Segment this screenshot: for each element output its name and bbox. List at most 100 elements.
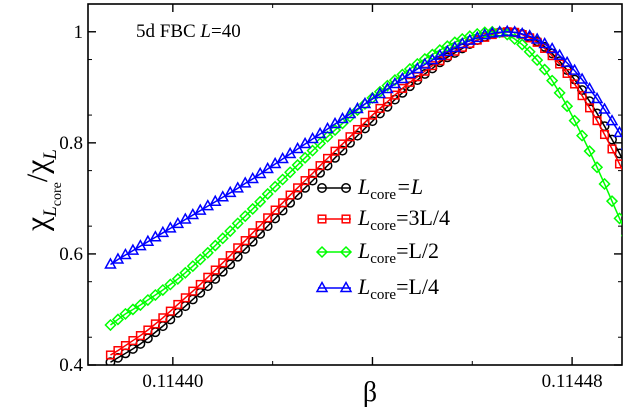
- legend-marker: [315, 280, 329, 293]
- data-point: [164, 278, 177, 291]
- data-point: [375, 103, 385, 113]
- legend-entry-2: Lcore=3L/4: [317, 205, 450, 234]
- data-point: [575, 72, 589, 84]
- data-point: [337, 139, 348, 149]
- data-point: [397, 83, 407, 93]
- y-tick-label-1: 0.4: [59, 355, 83, 376]
- data-point: [598, 102, 611, 114]
- data-point: [186, 260, 199, 273]
- data-point: [613, 212, 622, 225]
- data-point: [538, 36, 551, 49]
- data-point: [278, 198, 288, 208]
- data-point: [560, 55, 574, 68]
- legend: Lcore=L Lcore=3L/4 Lcore=L/2 Lcore=L/4: [315, 174, 450, 303]
- data-point: [568, 114, 581, 127]
- data-point: [269, 180, 282, 193]
- data-point: [463, 33, 477, 45]
- data-point: [531, 54, 544, 67]
- legend-label-2: Lcore=3L/4: [357, 205, 450, 234]
- data-point: [308, 168, 318, 178]
- data-point: [583, 81, 596, 94]
- legend-marker: [339, 245, 353, 259]
- data-point: [605, 195, 619, 208]
- data-point: [553, 48, 566, 60]
- data-point: [231, 217, 244, 230]
- data-point: [568, 63, 581, 75]
- data-point: [284, 166, 297, 179]
- data-point: [493, 25, 507, 37]
- data-point: [156, 283, 169, 297]
- legend-entry-4: Lcore=L/4: [315, 274, 439, 303]
- data-point: [299, 151, 312, 164]
- data-point: [120, 341, 130, 351]
- data-point: [210, 265, 220, 275]
- data-point: [224, 225, 237, 238]
- data-point: [270, 205, 280, 215]
- data-point: [605, 114, 619, 126]
- data-point: [201, 246, 214, 259]
- data-point: [570, 79, 580, 89]
- legend-symbol-3: [315, 245, 353, 259]
- data-point: [381, 79, 394, 92]
- data-point: [276, 173, 289, 186]
- legend-marker: [317, 183, 327, 193]
- data-point: [545, 41, 559, 54]
- data-point: [590, 161, 604, 174]
- data-point: [254, 195, 267, 208]
- plot-frame: [87, 3, 623, 366]
- legend-entry-1: Lcore=L: [317, 174, 423, 203]
- data-point: [523, 29, 536, 41]
- data-point: [585, 103, 595, 113]
- data-point: [538, 63, 551, 76]
- data-point: [180, 293, 190, 303]
- legend-marker: [315, 245, 329, 259]
- chart-annotation: 5d FBC L=40: [136, 21, 241, 42]
- data-point: [576, 129, 589, 142]
- data-point: [135, 331, 145, 341]
- data-point: [546, 74, 559, 87]
- data-point: [330, 146, 340, 156]
- data-point: [218, 258, 228, 268]
- svg-text:χLcore/χL: χLcore/χL: [18, 149, 65, 232]
- data-point: [248, 228, 258, 238]
- x-tick-label-3: 0.11448: [542, 371, 603, 392]
- data-point: [599, 129, 610, 140]
- data-point: [592, 116, 602, 126]
- legend-label-3: Lcore=L/2: [357, 238, 439, 267]
- data-point: [195, 279, 205, 290]
- data-point: [216, 232, 229, 245]
- y-tick-label-2: 0.6: [59, 244, 83, 265]
- data-point: [194, 253, 207, 266]
- data-point: [113, 346, 123, 356]
- data-point: [607, 144, 617, 154]
- data-point: [323, 153, 333, 163]
- data-point: [493, 26, 506, 39]
- legend-symbol-4: [315, 280, 353, 293]
- data-point: [345, 132, 355, 142]
- data-point: [306, 144, 319, 157]
- x-tick-label-1: 0.11440: [142, 371, 203, 392]
- legend-marker: [341, 183, 351, 193]
- data-point: [390, 90, 400, 100]
- data-point: [171, 272, 184, 285]
- data-point: [240, 236, 250, 246]
- data-point: [515, 26, 529, 39]
- data-point: [111, 313, 125, 326]
- y-axis-label: χLcore/χL: [18, 149, 65, 232]
- data-point: [119, 307, 132, 320]
- data-point: [104, 318, 117, 332]
- data-point: [149, 288, 162, 302]
- legend-label-1: Lcore=L: [357, 174, 423, 203]
- data-point: [508, 25, 521, 37]
- data-point: [143, 325, 153, 335]
- y-tick-label-3: 0.8: [59, 133, 83, 154]
- data-point: [263, 213, 273, 223]
- legend-label-4: Lcore=L/4: [357, 274, 439, 303]
- data-point: [261, 187, 274, 201]
- data-point: [239, 210, 252, 223]
- legend-entry-3: Lcore=L/2: [315, 238, 439, 267]
- data-point: [165, 306, 175, 316]
- data-point: [561, 100, 574, 113]
